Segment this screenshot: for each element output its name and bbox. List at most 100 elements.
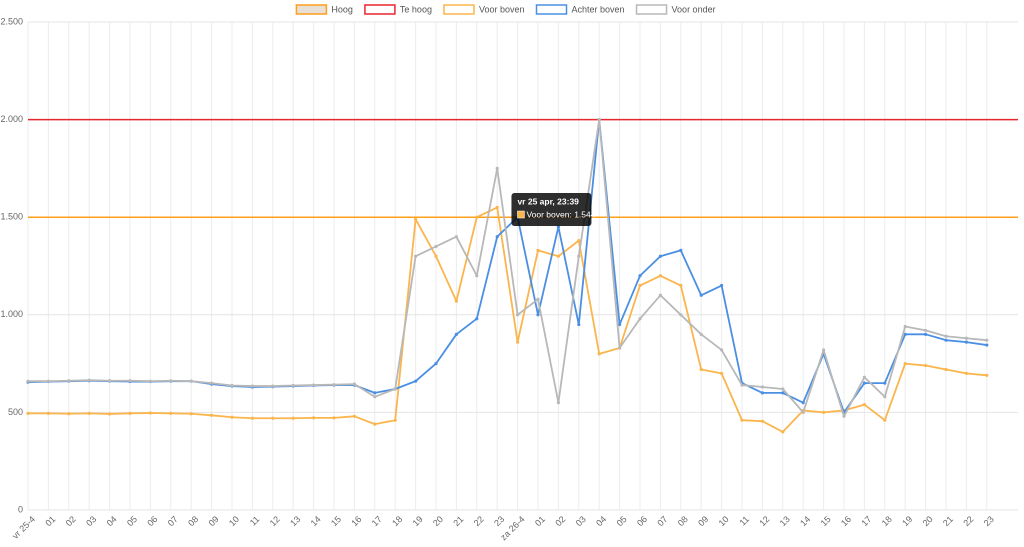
point [536,297,540,301]
x-tick-label: 16 [349,514,363,528]
x-tick-label: 13 [778,514,792,528]
point [475,317,479,321]
x-tick-label: 22 [472,514,486,528]
point [108,412,112,416]
point [883,395,887,399]
x-tick-label: 06 [635,514,649,528]
x-tick-label: 02 [64,514,78,528]
point [638,317,642,321]
point [862,402,867,407]
point [250,416,254,420]
point [434,244,438,249]
point [944,367,948,372]
point [271,416,275,420]
x-tick-label: 01 [43,514,57,528]
point [760,385,765,389]
point [577,254,581,258]
point [271,384,275,388]
point [924,328,928,333]
x-tick-label: 19 [900,514,914,528]
point [944,338,948,342]
point [434,362,438,366]
point [556,254,561,258]
x-tick-label: vr 25-4 [10,514,37,541]
y-tick-label: 500 [8,407,23,417]
point [781,391,785,395]
point [26,411,30,415]
point [87,411,91,415]
x-tick-label: 12 [268,514,282,528]
point [26,379,30,383]
point [332,383,336,387]
legend-label: Voor boven [479,4,525,14]
tooltip-text: Voor boven: 1.544 [526,209,595,219]
point [679,313,683,317]
point [536,313,540,317]
series-line [28,118,987,418]
point [67,412,71,416]
x-tick-label: 15 [329,514,343,528]
point [495,166,499,170]
x-tick-label: 06 [145,514,159,528]
legend: Hoog Te hoog Voor boven Achter boven Voor on… [295,4,716,15]
point [373,422,377,426]
point [801,410,805,414]
x-tick-label: 03 [84,514,98,528]
point [108,379,112,383]
point [454,299,458,303]
x-tick-label: 02 [553,514,567,528]
point [312,383,316,387]
point [924,363,928,368]
x-tick-label: 10 [717,514,731,528]
point [495,235,499,239]
x-tick-label: 17 [859,514,873,528]
point [230,383,234,388]
point [760,391,765,395]
point [658,293,663,297]
point [434,254,438,258]
point [312,416,316,420]
series-line [27,118,987,414]
x-tick-label: 18 [880,514,894,528]
legend-swatch [443,4,475,15]
legend-swatch [295,4,328,15]
x-tick-label: 09 [207,514,221,528]
point [862,375,867,379]
y-tick-label: 2.000 [0,114,23,124]
point [46,411,51,415]
legend-label: Te hoog [400,4,432,14]
point [781,430,785,434]
point [128,411,132,415]
point [577,239,581,243]
point [883,381,887,385]
point [618,346,622,350]
point [373,391,377,395]
point [822,348,826,352]
point [903,324,907,329]
point [597,352,601,356]
point [454,332,458,336]
point [332,416,336,420]
point [291,383,295,388]
point [883,418,887,422]
point [556,225,561,229]
point [781,387,785,391]
point [618,322,622,327]
point [352,414,356,418]
x-tick-label: 05 [125,514,139,528]
point [169,411,173,415]
point [740,383,744,387]
point [944,334,948,338]
point [597,118,601,122]
x-tick-label: 07 [166,514,180,528]
x-tick-label: 22 [961,514,975,528]
point [964,336,969,340]
point [720,371,724,375]
point [475,274,479,278]
x-tick-label: 11 [248,514,262,528]
x-tick-label: 04 [105,514,119,528]
point [291,416,295,420]
y-tick-label: 2.500 [0,16,23,26]
y-tick-label: 1.000 [0,309,23,319]
